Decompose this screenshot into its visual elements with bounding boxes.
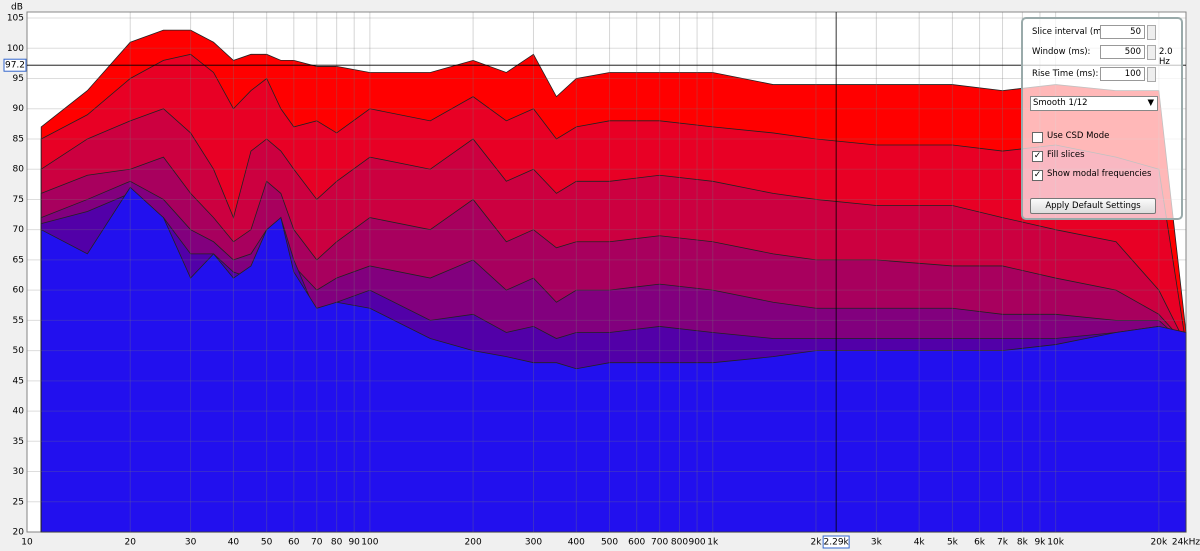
x-tick-label: 7k bbox=[997, 538, 1009, 548]
x-tick-label: 90 bbox=[348, 538, 360, 548]
checkbox[interactable] bbox=[1032, 132, 1043, 143]
x-tick-label: 6k bbox=[974, 538, 986, 548]
label: Rise Time (ms): bbox=[1032, 69, 1099, 79]
checkbox[interactable]: ✓ bbox=[1032, 151, 1043, 162]
spinner[interactable] bbox=[1147, 45, 1156, 60]
x-tick-label: 60 bbox=[288, 538, 300, 548]
x-tick-label: 5k bbox=[947, 538, 959, 548]
cursor-box bbox=[822, 535, 850, 549]
settings-panel: Slice interval (ms): 50 Window (ms): 500… bbox=[1021, 17, 1183, 220]
x-tick-label: 500 bbox=[601, 538, 618, 548]
x-tick-label: 700 bbox=[651, 538, 668, 548]
note: 2.0 Hz bbox=[1159, 47, 1173, 67]
y-tick-label: 30 bbox=[13, 467, 25, 477]
input[interactable]: 500 bbox=[1100, 45, 1145, 59]
y-tick-label: 80 bbox=[13, 165, 25, 175]
spinner[interactable] bbox=[1147, 67, 1156, 82]
arrow: ▼ bbox=[1147, 98, 1154, 108]
cursor-y-label: 97.2 bbox=[5, 61, 25, 71]
x-tick-label: 1k bbox=[707, 538, 719, 548]
y-axis-label: dB bbox=[11, 3, 23, 13]
x-tick-label: 3k bbox=[871, 538, 883, 548]
x-tick-label: 80 bbox=[331, 538, 343, 548]
label: Window (ms): bbox=[1032, 47, 1091, 57]
x-tick-label: 20 bbox=[124, 538, 136, 548]
y-tick-label: 90 bbox=[13, 104, 25, 114]
y-tick-label: 60 bbox=[13, 286, 25, 296]
x-tick-label: 200 bbox=[465, 538, 482, 548]
x-tick-label: 600 bbox=[628, 538, 645, 548]
y-tick-label: 75 bbox=[13, 195, 24, 205]
x-tick-label: 10k bbox=[1047, 538, 1064, 548]
x-tick-label: 2k bbox=[810, 538, 822, 548]
checkbox-label: Fill slices bbox=[1047, 150, 1085, 160]
x-tick-label: 10 bbox=[21, 538, 33, 548]
y-tick-label: 100 bbox=[7, 44, 24, 54]
y-tick-label: 85 bbox=[13, 134, 24, 144]
x-tick-label: 900 bbox=[688, 538, 705, 548]
y-tick-label: 40 bbox=[13, 407, 25, 417]
x-tick-label: 800 bbox=[671, 538, 688, 548]
cursor-x-label: 2.29k bbox=[824, 538, 850, 548]
y-tick-label: 70 bbox=[13, 225, 25, 235]
input[interactable]: 100 bbox=[1100, 67, 1145, 81]
x-tick-label: 20k bbox=[1151, 538, 1168, 548]
y-tick-label: 95 bbox=[13, 74, 24, 84]
x-tick-label: 70 bbox=[311, 538, 323, 548]
x-tick-label: 8k bbox=[1017, 538, 1029, 548]
x-tick-label: 9k bbox=[1034, 538, 1046, 548]
checkbox-label: Use CSD Mode bbox=[1047, 131, 1110, 141]
y-tick-label: 35 bbox=[13, 437, 24, 447]
y-tick-label: 20 bbox=[13, 528, 25, 538]
cursor-box bbox=[3, 58, 27, 72]
dropdown[interactable]: Smooth 1/12 ▼ bbox=[1030, 96, 1158, 111]
button[interactable]: Apply Default Settings bbox=[1030, 198, 1156, 214]
x-tick-label: 30 bbox=[185, 538, 197, 548]
x-tick-label: 100 bbox=[361, 538, 378, 548]
x-tick-label: 50 bbox=[261, 538, 273, 548]
x-tick-label: 4k bbox=[914, 538, 926, 548]
checkbox-label: Show modal frequencies bbox=[1047, 169, 1152, 179]
y-tick-label: 55 bbox=[13, 316, 24, 326]
input[interactable]: 50 bbox=[1100, 25, 1145, 39]
dropdown-value: Smooth 1/12 bbox=[1033, 98, 1088, 108]
x-tick-label: 40 bbox=[228, 538, 240, 548]
spinner[interactable] bbox=[1147, 25, 1156, 40]
slice bbox=[40, 186, 1187, 533]
x-tick-label: 300 bbox=[525, 538, 542, 548]
x-tick-label: 24kHz bbox=[1172, 538, 1200, 548]
checkbox[interactable]: ✓ bbox=[1032, 170, 1043, 181]
y-tick-label: 45 bbox=[13, 376, 24, 386]
x-tick-label: 400 bbox=[568, 538, 585, 548]
y-tick-label: 65 bbox=[13, 255, 24, 265]
y-tick-label: 50 bbox=[13, 346, 25, 356]
label: Slice interval (ms): bbox=[1032, 27, 1113, 37]
y-tick-label: 25 bbox=[13, 497, 24, 507]
y-tick-label: 105 bbox=[7, 14, 24, 24]
